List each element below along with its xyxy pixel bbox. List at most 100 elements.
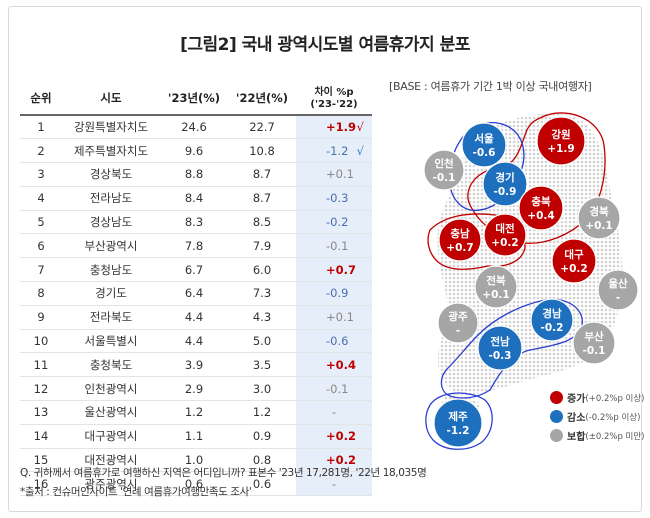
cell-2023: 1.1	[160, 424, 228, 449]
bubble-label-value: +0.1	[585, 220, 612, 232]
cell-rank: 9	[20, 305, 62, 330]
bubble-label-value: -0.1	[583, 345, 606, 357]
legend-item-increase: 증가 (+0.2%p 이상)	[550, 390, 645, 405]
bubble-label-value: -1.2	[447, 425, 470, 437]
diff-value: +0.2	[326, 453, 357, 468]
bubble-label-name: 울산	[608, 277, 628, 290]
legend-stable-name: 보합	[567, 432, 586, 443]
bubble-대전	[483, 213, 527, 257]
header-diff-line2: ('23-'22)	[310, 99, 358, 110]
base-note: [BASE : 여름휴가 기간 1박 이상 국내여행자]	[389, 80, 592, 93]
cell-region: 서울특별시	[62, 329, 160, 354]
cell-region: 대구광역시	[62, 424, 160, 449]
bubble-제주	[433, 398, 483, 448]
bubble-label-value: -	[456, 325, 460, 337]
cell-2022: 6.0	[228, 257, 296, 283]
bubble-label-name: 서울	[474, 132, 494, 145]
cell-2022: 7.9	[228, 233, 296, 259]
table-row: 15 대전광역시 1.0 0.8 +0.2	[20, 448, 372, 473]
diff-value: -0.1	[326, 381, 349, 396]
bubble-부산	[572, 321, 616, 365]
bubble-label-value: +1.9	[547, 143, 574, 155]
bubble-label-name: 충북	[531, 195, 551, 208]
table-row: 7 충청남도 6.7 6.0 +0.7	[20, 257, 372, 283]
legend-stable-range: (±0.2%p 미만)	[585, 431, 645, 442]
cell-2023: 24.6	[160, 115, 228, 140]
cell-2022: 22.7	[228, 115, 296, 140]
cell-rank: 15	[20, 448, 62, 473]
cell-region: 부산광역시	[62, 233, 160, 259]
bubble-label-value: -0.3	[489, 350, 512, 362]
bubble-label-name: 경북	[589, 205, 609, 218]
footnote-source: *출처 : 컨슈머인사이트 '연례 여름휴가여행만족도 조사'	[20, 486, 252, 498]
cell-diff: +0.1	[296, 162, 372, 187]
cell-2022: 10.8	[228, 138, 296, 164]
cell-rank: 2	[20, 138, 62, 164]
diff-value: -0.6	[326, 334, 349, 349]
bubble-label-name: 전북	[486, 274, 506, 287]
header-2023: '23년(%)	[160, 82, 228, 116]
cell-diff: -0.6	[296, 329, 372, 354]
bubble-label-name: 부산	[584, 330, 604, 343]
cell-diff: -0.3	[296, 186, 372, 211]
bubble-label-name: 제주	[448, 410, 468, 423]
cell-rank: 8	[20, 281, 62, 306]
cell-2022: 1.2	[228, 400, 296, 425]
diff-value: -0.9	[326, 286, 349, 301]
bubble-label-value: +0.4	[527, 210, 554, 222]
bubble-label-name: 광주	[448, 311, 468, 323]
cell-rank: 10	[20, 329, 62, 354]
cell-2023: 3.9	[160, 352, 228, 378]
cell-diff: +0.4	[296, 352, 372, 378]
check-mark-icon: √	[356, 143, 364, 158]
legend-item-decrease: 감소 (-0.2%p 이상)	[550, 409, 640, 424]
cell-2023: 7.8	[160, 233, 228, 259]
cell-diff: +0.1	[296, 305, 372, 330]
table-header-row: 순위 시도 '23년(%) '22년(%) 차이 %p ('23-'22)	[20, 82, 372, 116]
diff-value: -	[332, 405, 337, 420]
table-row: 5 경상남도 8.3 8.5 -0.2	[20, 210, 372, 235]
cell-region: 전라북도	[62, 305, 160, 330]
cell-region: 대전광역시	[62, 448, 160, 473]
cell-2023: 6.7	[160, 257, 228, 283]
bubble-label-value: -	[616, 292, 620, 304]
cell-2023: 9.6	[160, 138, 228, 164]
cell-2022: 5.0	[228, 329, 296, 354]
header-rank: 순위	[20, 82, 62, 116]
bubble-label-name: 대구	[564, 248, 584, 261]
cell-region: 충청남도	[62, 257, 160, 283]
bubble-label-value: -0.1	[433, 172, 456, 184]
bubble-label-name: 경남	[542, 307, 562, 320]
cell-rank: 5	[20, 210, 62, 235]
cell-diff: +0.7	[296, 257, 372, 283]
cell-region: 충청북도	[62, 352, 160, 378]
diff-value: +0.1	[326, 310, 354, 325]
bubble-경북	[577, 196, 621, 240]
table-row: 11 충청북도 3.9 3.5 +0.4	[20, 352, 372, 378]
cell-2023: 6.4	[160, 281, 228, 306]
increase-group-outline-west	[427, 213, 526, 270]
diff-value: +0.1	[326, 167, 354, 182]
cell-diff: -0.9	[296, 281, 372, 306]
bubble-label-name: 충남	[450, 227, 470, 240]
cell-2022: 0.8	[228, 448, 296, 473]
cell-2023: 0.6	[160, 471, 228, 497]
table-row: 8 경기도 6.4 7.3 -0.9	[20, 281, 372, 306]
cell-2022: 3.0	[228, 376, 296, 402]
cell-region: 경상남도	[62, 210, 160, 235]
legend-item-stable: 보합 (±0.2%p 미만)	[550, 428, 645, 443]
bubble-label-value: +0.2	[560, 263, 587, 275]
table-row: 10 서울특별시 4.4 5.0 -0.6	[20, 329, 372, 354]
bubble-전남	[477, 325, 523, 371]
bubble-충북	[518, 185, 564, 231]
cell-diff: -1.2 √	[296, 138, 372, 164]
bubble-label-value: -0.6	[473, 147, 496, 159]
cell-diff: +0.2	[296, 424, 372, 449]
table-row: 3 경상북도 8.8 8.7 +0.1	[20, 162, 372, 187]
table-row: 16 광주광역시 0.6 0.6-	[20, 471, 372, 497]
diff-value: +0.7	[326, 262, 357, 277]
bubble-서울	[461, 122, 507, 168]
legend-stable-dot	[550, 429, 563, 442]
cell-rank: 13	[20, 400, 62, 425]
cell-2022: 3.5	[228, 352, 296, 378]
